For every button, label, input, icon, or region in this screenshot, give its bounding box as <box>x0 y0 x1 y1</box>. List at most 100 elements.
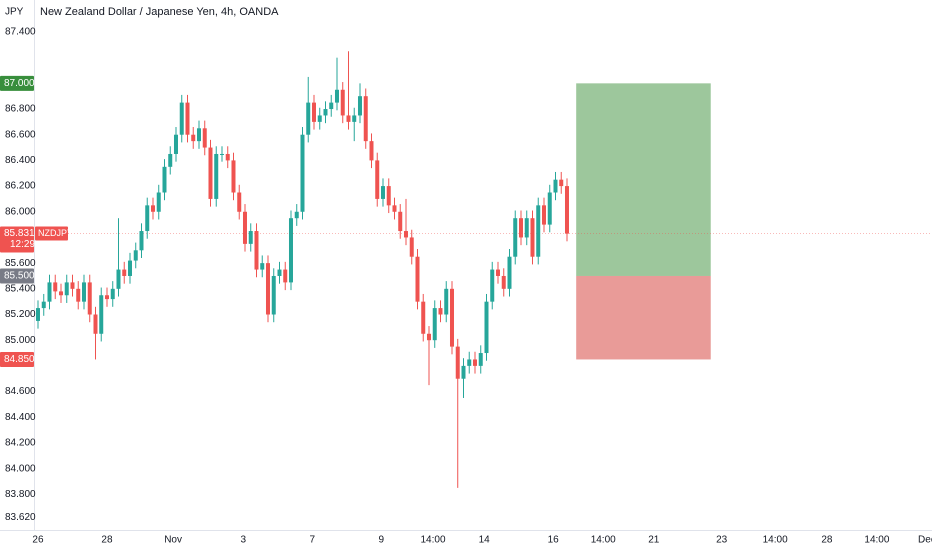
candle-body <box>306 102 311 135</box>
candle-body <box>76 288 81 302</box>
x-tick-label: Dec <box>918 535 932 546</box>
stop-loss-label-box <box>0 351 34 367</box>
candle-body <box>254 231 259 270</box>
candle-body <box>340 89 345 116</box>
candle-body <box>415 256 420 302</box>
candle-body <box>380 186 385 199</box>
candle-body <box>208 147 213 199</box>
candle-body <box>53 282 58 292</box>
x-tick-label: 14 <box>479 535 491 546</box>
candle-body <box>41 301 46 309</box>
candle-body <box>110 288 115 300</box>
candle-body <box>334 89 339 103</box>
candle-body <box>122 269 127 276</box>
y-tick-label: 84.600 <box>5 386 36 397</box>
x-tick-label: 14:00 <box>420 535 445 546</box>
candle-body <box>375 160 380 199</box>
candle-body <box>294 211 299 219</box>
candle-body <box>461 365 466 379</box>
candle-body <box>168 153 173 167</box>
candle-body <box>116 269 121 289</box>
candle-body <box>369 141 374 161</box>
candle-body <box>472 359 477 366</box>
x-tick-label: 28 <box>101 535 113 546</box>
stop-loss-label: 84.850 <box>4 354 35 365</box>
candle-body <box>242 211 247 244</box>
y-tick-label: 83.620 <box>5 512 36 523</box>
candle-body <box>317 115 322 122</box>
candle-body <box>409 237 414 257</box>
candle-body <box>225 153 230 161</box>
candle-body <box>231 160 236 193</box>
candle-body <box>173 134 178 154</box>
chart-title: New Zealand Dollar / Japanese Yen, 4h, O… <box>40 6 279 18</box>
candle-body <box>421 301 426 334</box>
candle-body <box>237 192 242 212</box>
candle-body <box>438 308 443 315</box>
candle-body <box>58 291 63 296</box>
candle-body <box>403 231 408 238</box>
x-tick-label: 9 <box>378 535 384 546</box>
candle-body <box>363 96 368 142</box>
candle-body <box>271 275 276 315</box>
candle-body <box>93 314 98 334</box>
loss-zone <box>576 275 711 360</box>
x-tick-label: 14:00 <box>591 535 616 546</box>
candle-body <box>495 269 500 276</box>
candle-body <box>547 192 552 225</box>
y-tick-label: 84.400 <box>5 412 36 423</box>
candle-body <box>248 231 253 244</box>
candle-body <box>139 231 144 251</box>
y-tick-label: 85.600 <box>5 258 36 269</box>
candle-body <box>64 282 69 296</box>
y-tick-label: 83.800 <box>5 489 36 500</box>
candle-body <box>518 218 523 238</box>
candle-body <box>300 134 305 212</box>
candle-body <box>484 301 489 354</box>
take-profit-label: 87.000 <box>4 78 35 89</box>
x-tick-label: 21 <box>648 535 660 546</box>
x-tick-label: 28 <box>821 535 833 546</box>
symbol-box <box>35 226 68 241</box>
candle-body <box>398 211 403 232</box>
y-tick-label: 87.400 <box>5 27 36 38</box>
candle-body <box>202 128 207 148</box>
candle-body <box>478 353 483 366</box>
candle-body <box>277 269 282 276</box>
candle-body <box>386 186 391 206</box>
candle-body <box>162 166 167 193</box>
last-price-label: 85.831 <box>4 228 35 239</box>
y-tick-label: 84.000 <box>5 463 36 474</box>
candle-body <box>449 288 454 347</box>
y-tick-label: 86.600 <box>5 129 36 140</box>
candle-body <box>426 333 431 341</box>
candle-body <box>513 218 518 257</box>
candle-body <box>467 359 472 366</box>
symbol-label: NZDJPY <box>38 228 73 238</box>
candle-body <box>524 218 529 238</box>
y-tick-label: 85.200 <box>5 309 36 320</box>
profit-zone <box>576 83 711 276</box>
candle-body <box>150 205 155 212</box>
candle-body <box>311 102 316 122</box>
candle-body <box>559 179 564 187</box>
x-tick-label: 7 <box>309 535 315 546</box>
candle-body <box>104 295 109 300</box>
candle-body <box>432 308 437 341</box>
candle-body <box>501 275 506 289</box>
candle-body <box>133 250 138 261</box>
y-tick-label: 85.400 <box>5 283 36 294</box>
candle-body <box>288 218 293 283</box>
y-tick-label: 84.200 <box>5 438 36 449</box>
countdown-label: 12:29 <box>10 239 35 250</box>
take-profit-label-box <box>0 75 34 91</box>
candle-body <box>196 128 201 142</box>
candle-body <box>156 192 161 212</box>
candle-body <box>357 96 362 116</box>
candle-body <box>536 205 541 257</box>
candle-body <box>541 205 546 225</box>
candle-body <box>346 115 351 122</box>
last-price-box <box>0 226 34 253</box>
x-tick-label: 26 <box>32 535 44 546</box>
